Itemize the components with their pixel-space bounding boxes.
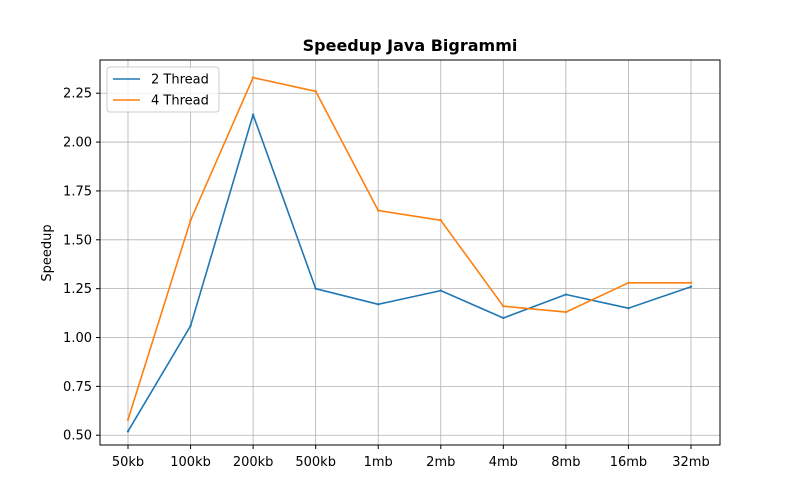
y-tick-label: 1.00 xyxy=(63,331,92,346)
series-2-point xyxy=(627,281,630,284)
series-1-point xyxy=(251,113,255,116)
series-2-point xyxy=(377,209,380,212)
series-line-2 xyxy=(127,76,691,420)
x-tick-label: 16mb xyxy=(610,455,647,470)
series-2-point xyxy=(689,281,693,284)
x-tick-label: 200kb xyxy=(233,455,274,470)
series-1-point xyxy=(189,324,192,327)
series-2-point xyxy=(314,90,317,93)
series-2-point xyxy=(502,305,505,308)
x-tick-label: 100kb xyxy=(170,455,211,470)
y-tick-label: 2.25 xyxy=(63,87,92,102)
x-tick-label: 1mb xyxy=(364,455,393,470)
series-1-point xyxy=(439,289,442,292)
series-2-point xyxy=(564,310,568,314)
y-tick-label: 1.75 xyxy=(63,184,92,199)
y-tick-label: 0.50 xyxy=(63,429,92,444)
series-1-point xyxy=(502,316,505,320)
y-tick-label: 1.25 xyxy=(63,282,92,297)
series-1-point xyxy=(627,306,630,310)
legend-label-1: 2 Thread xyxy=(151,73,209,88)
axis-ticks: 0.50 0.75 1.00 1.25 1.50 1.75 2.00 2.25 50kb 100k… xyxy=(63,87,710,470)
series-1-point xyxy=(314,287,317,290)
series-1-point xyxy=(377,303,380,306)
legend-label-2: 4 Thread xyxy=(151,94,209,109)
series-layer xyxy=(126,76,693,433)
series-2-point xyxy=(251,76,255,79)
chart-title: Speedup Java Bigrammi xyxy=(303,36,518,55)
y-axis-label: Speedup xyxy=(40,224,55,281)
y-tick-label: 0.75 xyxy=(63,380,92,395)
x-tick-label: 50kb xyxy=(112,455,144,470)
y-tick-label: 1.50 xyxy=(63,233,92,248)
x-tick-label: 4mb xyxy=(489,455,518,470)
legend: 2 Thread 4 Thread xyxy=(106,66,220,113)
x-tick-label: 8mb xyxy=(551,455,580,470)
series-2-point xyxy=(189,219,192,222)
x-tick-label: 32mb xyxy=(672,455,709,470)
series-2-point xyxy=(126,418,130,421)
series-1-point xyxy=(689,285,693,288)
series-1-point xyxy=(126,430,130,433)
plot-frame xyxy=(99,59,721,446)
x-tick-label: 2mb xyxy=(426,455,455,470)
y-tick-label: 2.00 xyxy=(63,136,92,151)
series-1-point xyxy=(564,293,568,296)
series-line-1 xyxy=(127,113,692,432)
series-2-point xyxy=(439,219,442,222)
x-tick-label: 500kb xyxy=(295,455,336,470)
